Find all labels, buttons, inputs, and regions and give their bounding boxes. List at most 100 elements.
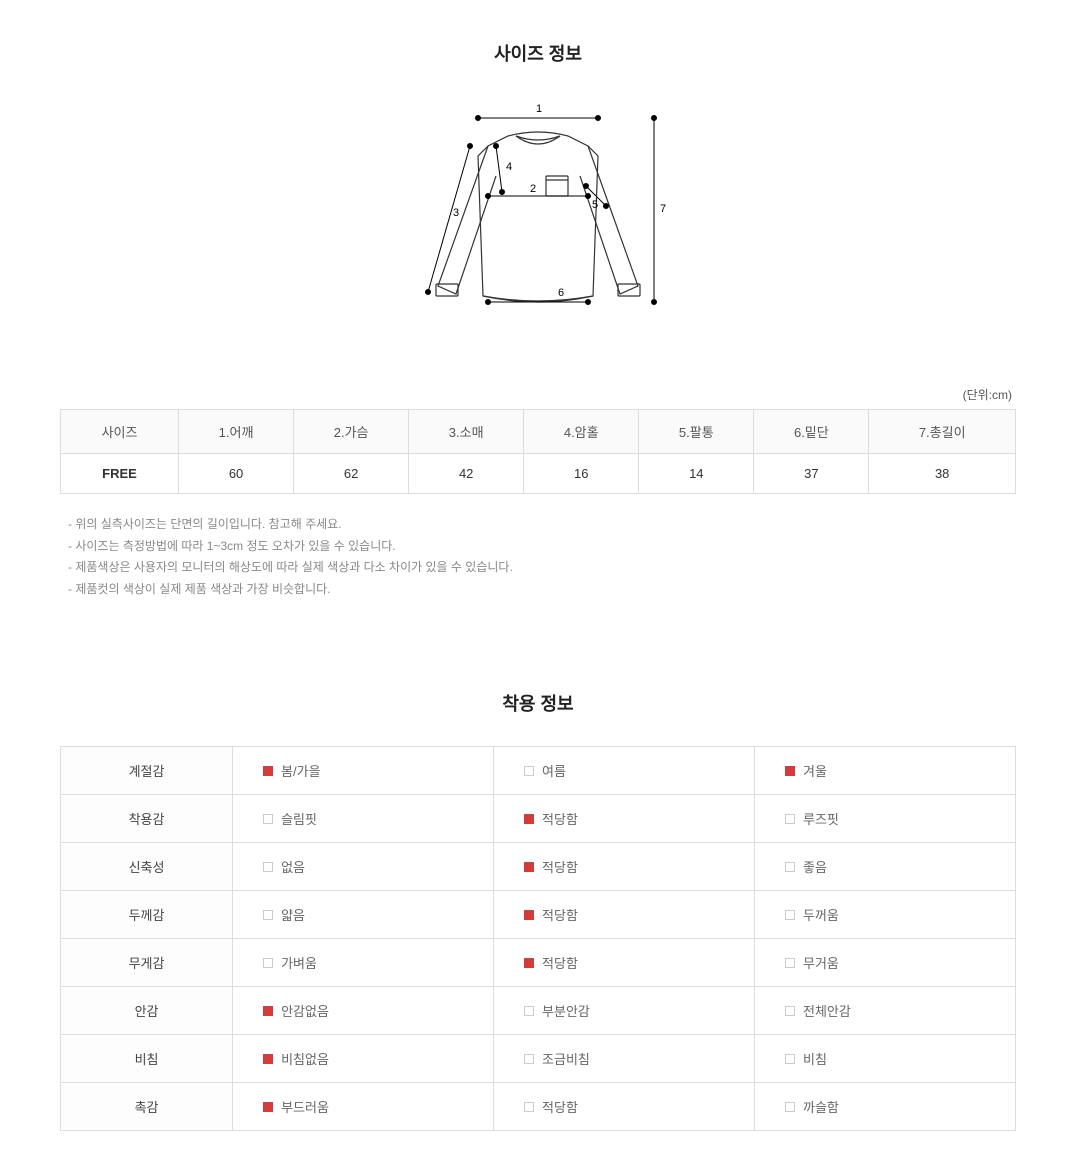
checkbox-icon: [524, 766, 534, 776]
size-table-cell: 42: [409, 454, 524, 494]
wear-option-cell: 적당함: [494, 891, 755, 939]
checkbox-icon: [785, 1054, 795, 1064]
size-table-cell: 16: [524, 454, 639, 494]
wear-option-cell: 부드러움: [233, 1083, 494, 1131]
wear-option-cell: 겨울: [755, 747, 1016, 795]
wear-info-title: 착용 정보: [60, 690, 1016, 716]
wear-option-cell: 좋음: [755, 843, 1016, 891]
table-row: 착용감 슬림핏 적당함 루즈핏: [61, 795, 1016, 843]
wear-row-label: 신축성: [61, 843, 233, 891]
note-line: - 제품색상은 사용자의 모니터의 해상도에 따라 실제 색상과 다소 차이가 …: [68, 557, 1016, 579]
size-table-header: 2.가슴: [294, 410, 409, 454]
checkbox-icon: [524, 814, 534, 824]
note-line: - 제품컷의 색상이 실제 제품 색상과 가장 비슷합니다.: [68, 579, 1016, 601]
checkbox-icon: [263, 814, 273, 824]
size-table-header: 4.암홀: [524, 410, 639, 454]
table-row: 무게감가벼움적당함무거움: [61, 939, 1016, 987]
wear-row-label: 안감: [61, 987, 233, 1035]
wear-row-label: 두께감: [61, 891, 233, 939]
size-table-cell: 60: [179, 454, 294, 494]
option-label: 적당함: [542, 905, 578, 924]
wear-option-cell: 봄/가을: [233, 747, 494, 795]
wear-option-cell: 까슬함: [755, 1083, 1016, 1131]
wear-option-cell: 전체안감: [755, 987, 1016, 1035]
wear-row-label: 착용감: [61, 795, 233, 843]
wear-option-cell: 없음: [233, 843, 494, 891]
wear-option-cell: 부분안감: [494, 987, 755, 1035]
option-label: 봄/가을: [281, 761, 321, 780]
checkbox-icon: [263, 1102, 273, 1112]
checkbox-icon: [524, 958, 534, 968]
checkbox-icon: [785, 862, 795, 872]
option-label: 좋음: [803, 857, 827, 876]
option-label: 적당함: [542, 1097, 578, 1116]
note-line: - 위의 실측사이즈는 단면의 길이입니다. 참고해 주세요.: [68, 514, 1016, 536]
option-label: 적당함: [542, 857, 578, 876]
diagram-label-7: 7: [660, 203, 666, 215]
wear-option-cell: 두꺼움: [755, 891, 1016, 939]
wear-option-cell: 안감없음: [233, 987, 494, 1035]
option-label: 적당함: [542, 809, 578, 828]
diagram-label-6: 6: [558, 287, 564, 299]
diagram-label-3: 3: [453, 207, 459, 219]
checkbox-icon: [263, 910, 273, 920]
option-label: 적당함: [542, 953, 578, 972]
table-row: 신축성 없음 적당함 좋음: [61, 843, 1016, 891]
checkbox-icon: [524, 862, 534, 872]
size-table-header: 5.팔통: [639, 410, 754, 454]
wear-option-cell: 루즈핏: [755, 795, 1016, 843]
option-label: 가벼움: [281, 953, 317, 972]
size-table-cell: 38: [869, 454, 1016, 494]
wear-option-cell: 적당함: [494, 795, 755, 843]
checkbox-icon: [263, 1054, 273, 1064]
checkbox-icon: [785, 910, 795, 920]
size-table-cell: 62: [294, 454, 409, 494]
option-label: 전체안감: [803, 1001, 851, 1020]
option-label: 얇음: [281, 905, 305, 924]
size-table-header: 6.밑단: [754, 410, 869, 454]
option-label: 여름: [542, 761, 566, 780]
diagram-label-1: 1: [536, 103, 542, 115]
option-label: 두꺼움: [803, 905, 839, 924]
checkbox-icon: [524, 1102, 534, 1112]
option-label: 슬림핏: [281, 809, 317, 828]
size-table-header: 7.총길이: [869, 410, 1016, 454]
size-table-rowlabel: FREE: [61, 454, 179, 494]
checkbox-icon: [263, 766, 273, 776]
size-table-header: 3.소매: [409, 410, 524, 454]
option-label: 겨울: [803, 761, 827, 780]
wear-option-cell: 가벼움: [233, 939, 494, 987]
diagram-label-5: 5: [592, 199, 598, 211]
table-row: 촉감 부드러움 적당함 까슬함: [61, 1083, 1016, 1131]
wear-table: 계절감봄/가을여름겨울착용감슬림핏적당함루즈핏신축성없음적당함좋음두께감얇음적당…: [60, 746, 1016, 1131]
checkbox-icon: [785, 766, 795, 776]
size-notes: - 위의 실측사이즈는 단면의 길이입니다. 참고해 주세요.- 사이즈는 측정…: [60, 514, 1016, 600]
checkbox-icon: [524, 1006, 534, 1016]
size-info-title: 사이즈 정보: [60, 40, 1016, 66]
size-table: 사이즈1.어깨2.가슴3.소매4.암홀5.팔통6.밑단7.총길이 FREE606…: [60, 409, 1016, 494]
size-diagram: 1 2 3 4 5 6 7: [60, 96, 1016, 356]
checkbox-icon: [263, 862, 273, 872]
wear-row-label: 촉감: [61, 1083, 233, 1131]
option-label: 없음: [281, 857, 305, 876]
checkbox-icon: [263, 958, 273, 968]
option-label: 루즈핏: [803, 809, 839, 828]
checkbox-icon: [785, 1006, 795, 1016]
checkbox-icon: [785, 814, 795, 824]
checkbox-icon: [785, 958, 795, 968]
wear-row-label: 계절감: [61, 747, 233, 795]
size-table-cell: 37: [754, 454, 869, 494]
checkbox-icon: [263, 1006, 273, 1016]
table-row: 안감 안감없음 부분안감 전체안감: [61, 987, 1016, 1035]
option-label: 비침없음: [281, 1049, 329, 1068]
size-table-header: 사이즈: [61, 410, 179, 454]
unit-label: (단위:cm): [60, 386, 1016, 403]
option-label: 무거움: [803, 953, 839, 972]
option-label: 안감없음: [281, 1001, 329, 1020]
checkbox-icon: [785, 1102, 795, 1112]
size-table-header: 1.어깨: [179, 410, 294, 454]
wear-option-cell: 여름: [494, 747, 755, 795]
option-label: 부드러움: [281, 1097, 329, 1116]
wear-option-cell: 적당함: [494, 843, 755, 891]
diagram-label-2: 2: [530, 183, 536, 195]
